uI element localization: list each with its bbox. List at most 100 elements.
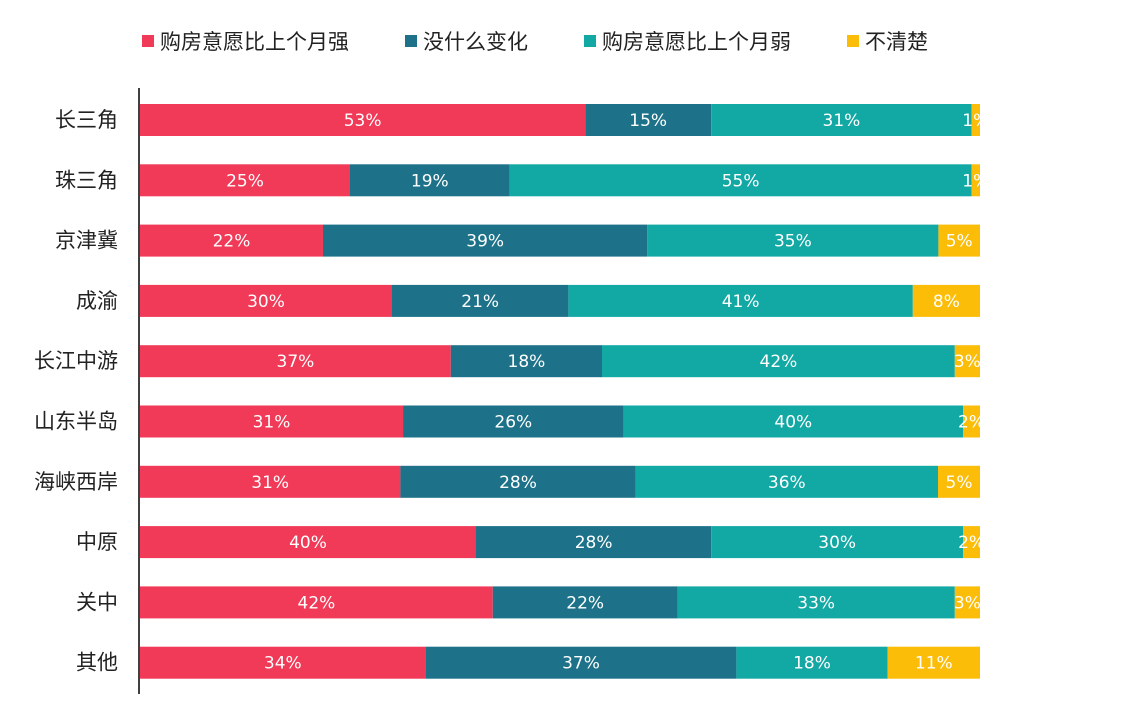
bar-segment (887, 646, 980, 679)
bar-segment (938, 465, 980, 498)
bar-segment (954, 586, 980, 619)
bar-segment (568, 284, 913, 317)
bar-segment (971, 164, 980, 197)
data-label: 21% (461, 292, 499, 312)
data-label: 34% (264, 654, 302, 674)
data-label: 42% (760, 352, 798, 372)
bar-segment (140, 526, 476, 559)
category-label: 京津冀 (55, 229, 118, 253)
bar-segment (140, 224, 323, 257)
bar-segment (350, 164, 510, 197)
bar-segment (963, 526, 980, 559)
data-label: 2% (958, 533, 985, 553)
bar-segment (492, 586, 678, 619)
category-label: 关中 (76, 590, 118, 614)
data-label: 22% (566, 593, 604, 613)
data-label: 18% (793, 654, 831, 674)
bar-segment (971, 104, 980, 136)
data-label: 41% (722, 292, 760, 312)
data-label: 26% (494, 413, 532, 433)
data-label: 1% (962, 171, 989, 191)
legend-label: 购房意愿比上个月弱 (602, 30, 791, 54)
data-label: 31% (823, 111, 861, 131)
category-label: 其他 (76, 651, 118, 675)
bar-segment (140, 284, 392, 317)
bar-segment (677, 586, 955, 619)
bar-segment (711, 104, 972, 136)
data-label: 30% (247, 292, 285, 312)
legend-label: 不清楚 (865, 30, 928, 54)
data-label: 1% (962, 111, 989, 131)
bar-segment (322, 224, 648, 257)
data-label: 18% (508, 352, 546, 372)
category-label: 山东半岛 (34, 410, 118, 434)
category-label: 中原 (76, 530, 118, 554)
bar-segment (140, 465, 401, 498)
bar-segment (140, 646, 426, 679)
legend-swatch (584, 35, 596, 47)
data-label: 42% (298, 593, 336, 613)
data-label: 3% (954, 593, 981, 613)
data-label: 37% (277, 352, 315, 372)
bar-segment (647, 224, 939, 257)
data-label: 15% (629, 111, 667, 131)
data-label: 3% (954, 352, 981, 372)
category-label: 长江中游 (34, 349, 118, 373)
bar-segment (623, 405, 964, 438)
legend-label: 购房意愿比上个月强 (160, 30, 349, 54)
data-label: 33% (797, 593, 835, 613)
bar-segment (403, 405, 624, 438)
legend-item: 不清楚 (847, 26, 928, 56)
bar-segment (585, 104, 712, 136)
bar-segment (140, 164, 350, 197)
bar-segment (425, 646, 737, 679)
data-label: 31% (253, 413, 291, 433)
bar-segment (140, 405, 404, 438)
legend-swatch (847, 35, 859, 47)
bar-segment (476, 526, 712, 559)
legend-swatch (142, 35, 154, 47)
category-label: 成渝 (76, 289, 118, 313)
data-label: 30% (818, 533, 856, 553)
data-label: 19% (411, 171, 449, 191)
data-label: 35% (774, 232, 812, 252)
bar-segment (954, 345, 980, 378)
data-label: 39% (466, 232, 504, 252)
legend-label: 没什么变化 (423, 30, 528, 54)
bar-segment (140, 345, 451, 378)
legend-swatch (405, 35, 417, 47)
bar-segment (602, 345, 955, 378)
legend-item: 购房意愿比上个月弱 (584, 26, 791, 56)
data-label: 28% (499, 473, 537, 493)
data-label: 22% (213, 232, 251, 252)
bar-segment (938, 224, 980, 257)
bar-segment (635, 465, 938, 498)
bar-segment (392, 284, 569, 317)
data-label: 11% (915, 654, 953, 674)
bar-segment (140, 104, 586, 136)
data-label: 28% (575, 533, 613, 553)
data-label: 31% (251, 473, 289, 493)
chart-legend: 购房意愿比上个月强 没什么变化 购房意愿比上个月弱 不清楚 (142, 26, 984, 56)
legend-item: 购房意愿比上个月强 (142, 26, 349, 56)
data-label: 5% (946, 473, 973, 493)
bar-segment (711, 526, 964, 559)
data-label: 5% (946, 232, 973, 252)
bar-segment (912, 284, 980, 317)
data-label: 25% (226, 171, 264, 191)
data-label: 2% (958, 413, 985, 433)
category-label: 长三角 (55, 108, 118, 132)
data-label: 40% (289, 533, 327, 553)
bar-segment (400, 465, 636, 498)
data-label: 37% (562, 654, 600, 674)
bar-segment (140, 586, 493, 619)
data-label: 36% (768, 473, 806, 493)
data-label: 8% (933, 292, 960, 312)
data-label: 53% (344, 111, 382, 131)
data-label: 40% (774, 413, 812, 433)
category-label: 海峡西岸 (34, 470, 118, 494)
bar-segment (963, 405, 980, 438)
legend-item: 没什么变化 (405, 26, 528, 56)
